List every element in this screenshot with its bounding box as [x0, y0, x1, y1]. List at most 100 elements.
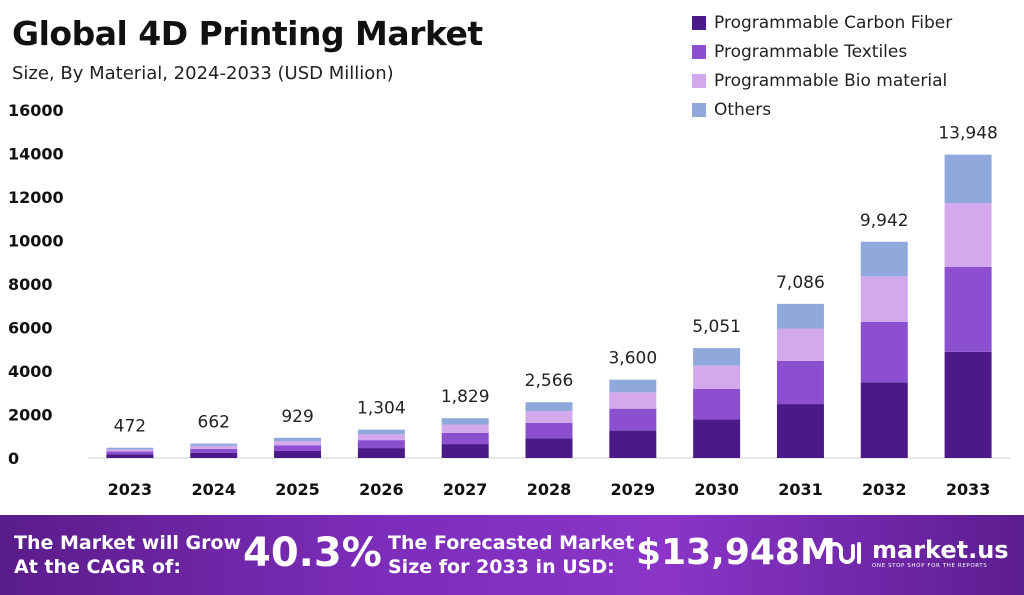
market-us-logo-icon [827, 542, 861, 564]
summary-banner: The Market will Grow At the CAGR of: 40.… [0, 515, 1024, 595]
bar-total-label: 3,600 [608, 349, 657, 369]
bar-segment-2028-series-0 [525, 438, 573, 458]
x-tick-label: 2032 [862, 480, 907, 499]
bar-segment-2032-series-0 [860, 382, 908, 458]
legend-item-textiles: Programmable Textiles [692, 37, 952, 66]
legend-item-bio-material: Programmable Bio material [692, 66, 952, 95]
bar-total-label: 13,948 [938, 124, 997, 144]
brand-name: market.us [872, 536, 1009, 564]
x-tick-label: 2026 [359, 480, 404, 499]
bar-segment-2025-series-1 [274, 445, 322, 451]
stacked-bar-chart: 0 2000 4000 6000 8000 10000 12000 14000 16000 472… [8, 101, 1010, 499]
legend-label-textiles: Programmable Textiles [714, 41, 908, 62]
chart-subtitle: Size, By Material, 2024-2033 (USD Millio… [12, 63, 394, 84]
bar-segment-2027-series-3 [441, 418, 489, 425]
bar-segment-2029-series-0 [609, 430, 657, 458]
forecast-caption-line2: Size for 2033 in USD: [388, 556, 615, 578]
bar-segment-2033-series-3 [944, 154, 992, 204]
bar-segment-2032-series-1 [860, 321, 908, 383]
bar-segment-2026-series-2 [357, 434, 405, 441]
legend-swatch-carbon-fiber [692, 15, 706, 30]
bar-segment-2028-series-3 [525, 402, 573, 412]
y-tick-label: 2000 [8, 406, 53, 425]
bar-segment-2033-series-1 [944, 266, 992, 352]
bar-total-label: 5,051 [692, 317, 741, 337]
bar-segment-2026-series-1 [357, 440, 405, 449]
y-tick-label: 10000 [8, 232, 64, 251]
bar-segment-2026-series-3 [357, 429, 405, 435]
y-tick-label: 6000 [8, 319, 53, 338]
legend-label-others: Others [714, 99, 772, 120]
bar-segment-2025-series-2 [274, 441, 322, 446]
bar-total-label: 929 [281, 407, 313, 427]
bar-total-label: 472 [114, 417, 146, 437]
y-tick-label: 14000 [8, 145, 64, 164]
bar-segment-2029-series-2 [609, 392, 657, 409]
bar-segment-2027-series-0 [441, 444, 489, 458]
cagr-caption-line2: At the CAGR of: [14, 556, 181, 578]
bar-total-label: 1,829 [441, 387, 490, 407]
legend-label-bio-material: Programmable Bio material [714, 70, 948, 91]
y-tick-label: 4000 [8, 362, 53, 381]
bar-segment-2028-series-1 [525, 422, 573, 439]
bar-segment-2032-series-2 [860, 276, 908, 322]
bar-segment-2023-series-3 [106, 447, 154, 450]
bar-segment-2023-series-2 [106, 449, 154, 452]
forecast-value: $13,948M [636, 532, 836, 573]
bar-segment-2030-series-1 [693, 388, 741, 420]
bar-total-label: 662 [198, 413, 230, 433]
legend: Programmable Carbon Fiber Programmable T… [692, 8, 952, 124]
bar-total-label: 7,086 [776, 273, 825, 293]
legend-swatch-others [692, 102, 706, 117]
bar-total-label: 9,942 [860, 211, 909, 231]
cagr-caption-line1: The Market will Grow [14, 532, 242, 554]
bar-segment-2033-series-2 [944, 203, 992, 267]
bar-segment-2033-series-0 [944, 351, 992, 458]
legend-item-carbon-fiber: Programmable Carbon Fiber [692, 8, 952, 37]
legend-label-carbon-fiber: Programmable Carbon Fiber [714, 12, 953, 33]
bar-segment-2026-series-0 [357, 448, 405, 458]
x-tick-label: 2023 [108, 480, 153, 499]
bar-segment-2030-series-3 [693, 348, 741, 366]
chart-title: Global 4D Printing Market [12, 14, 483, 53]
legend-swatch-bio-material [692, 73, 706, 88]
bar-total-label: 2,566 [525, 371, 574, 391]
y-tick-label: 0 [8, 449, 19, 468]
x-tick-label: 2027 [443, 480, 488, 499]
bar-segment-2023-series-0 [106, 454, 154, 458]
x-tick-label: 2028 [527, 480, 572, 499]
brand-logo: market.us ONE STOP SHOP FOR THE REPORTS [826, 537, 1009, 569]
legend-swatch-textiles [692, 44, 706, 59]
bar-segment-2030-series-0 [693, 419, 741, 458]
bar-segment-2027-series-1 [441, 432, 489, 445]
y-tick-label: 12000 [8, 188, 64, 207]
x-tick-label: 2033 [946, 480, 991, 499]
bar-segment-2023-series-1 [106, 451, 154, 455]
legend-item-others: Others [692, 95, 952, 124]
bar-segment-2032-series-3 [860, 241, 908, 277]
y-tick-label: 8000 [8, 275, 53, 294]
bar-segment-2027-series-2 [441, 424, 489, 433]
cagr-caption: The Market will Grow At the CAGR of: [14, 531, 241, 579]
bar-segment-2028-series-2 [525, 411, 573, 423]
bar-segment-2024-series-2 [190, 445, 238, 449]
bar-segment-2031-series-0 [776, 404, 824, 458]
bar-segment-2031-series-3 [776, 303, 824, 329]
bar-segment-2024-series-0 [190, 452, 238, 458]
bar-segment-2025-series-3 [274, 437, 322, 442]
bar-segment-2024-series-3 [190, 443, 238, 446]
x-tick-label: 2025 [275, 480, 320, 499]
brand-tagline: ONE STOP SHOP FOR THE REPORTS [872, 563, 988, 569]
x-tick-label: 2029 [611, 480, 656, 499]
forecast-caption-line1: The Forecasted Market [388, 532, 635, 554]
bar-segment-2029-series-1 [609, 408, 657, 431]
y-tick-label: 16000 [8, 101, 64, 120]
bar-segment-2025-series-0 [274, 450, 322, 458]
cagr-value: 40.3% [243, 530, 382, 576]
x-tick-label: 2030 [694, 480, 739, 499]
bar-segment-2024-series-1 [190, 448, 238, 453]
forecast-caption: The Forecasted Market Size for 2033 in U… [388, 531, 634, 579]
bar-segment-2031-series-1 [776, 360, 824, 405]
bar-total-label: 1,304 [357, 399, 406, 419]
x-tick-label: 2024 [191, 480, 236, 499]
